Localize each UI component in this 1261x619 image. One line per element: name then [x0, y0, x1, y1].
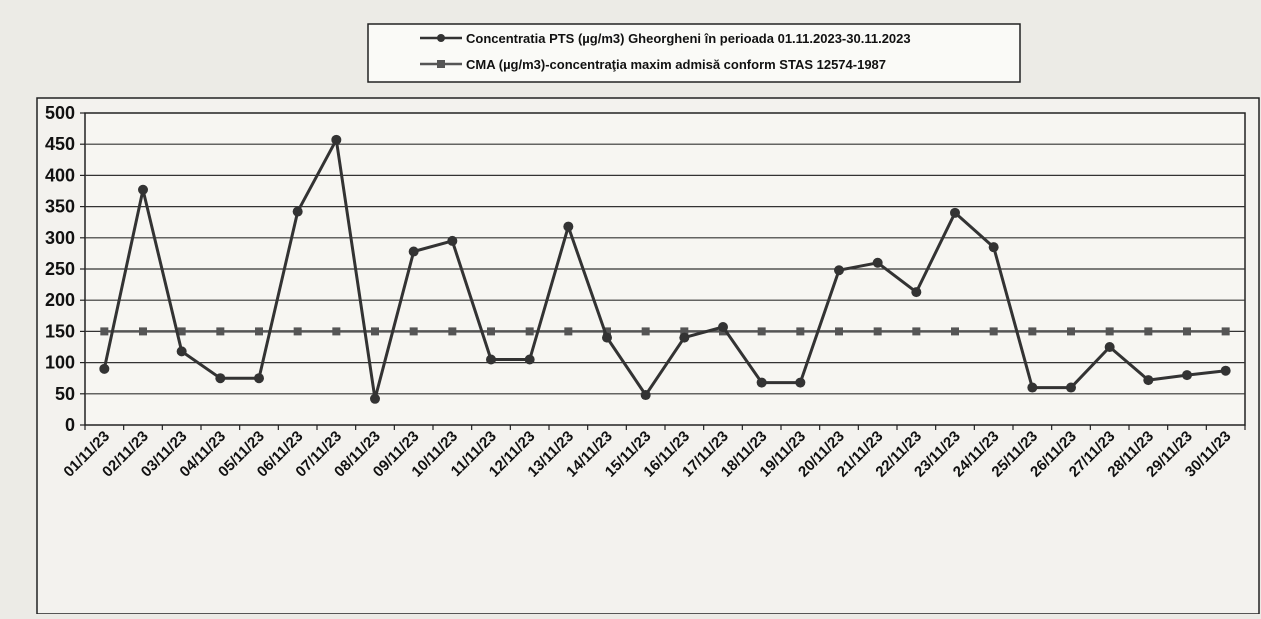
data-point-pts [872, 257, 883, 268]
y-tick-label: 500 [45, 103, 75, 123]
data-point-cma [1144, 327, 1153, 336]
data-point-cma [1028, 327, 1037, 336]
data-point-cma [757, 327, 766, 336]
data-point-cma [873, 327, 882, 336]
legend: Concentratia PTS (µg/m3) Gheorgheni în p… [367, 23, 1021, 83]
data-point-cma [641, 327, 650, 336]
y-tick-label: 300 [45, 228, 75, 248]
data-point-pts [215, 373, 226, 384]
data-point-pts [718, 322, 728, 333]
data-point-cma [951, 327, 959, 336]
data-point-pts [795, 377, 806, 388]
data-point-cma [448, 327, 457, 336]
legend-marker-pts [437, 34, 445, 42]
y-tick-label: 350 [45, 197, 75, 217]
series-line-pts [102, 138, 1226, 401]
y-tick-label: 50 [55, 384, 75, 404]
series-pts [99, 134, 1231, 404]
data-point-pts [486, 354, 496, 365]
data-point-cma [332, 327, 341, 336]
y-tick-label: 250 [45, 259, 75, 279]
data-point-cma [216, 327, 225, 336]
data-point-cma [525, 327, 534, 336]
data-point-pts [1104, 342, 1115, 352]
data-point-pts [563, 221, 574, 232]
data-point-pts [447, 235, 458, 246]
data-point-pts [756, 377, 767, 388]
data-point-pts [1220, 365, 1231, 376]
data-point-cma [603, 327, 611, 336]
data-point-pts [1182, 370, 1192, 381]
data-point-pts [602, 332, 612, 343]
y-tick-label: 400 [45, 165, 75, 185]
data-point-pts [1143, 375, 1154, 386]
data-point-pts [331, 134, 342, 145]
data-point-pts [988, 242, 999, 253]
y-tick-label: 200 [45, 290, 75, 310]
data-point-cma [1105, 327, 1114, 336]
data-point-pts [679, 332, 690, 343]
legend-label-pts: Concentratia PTS (µg/m3) Gheorgheni în p… [466, 31, 911, 46]
legend-label-cma: CMA (µg/m3)-concentraţia maxim admisă co… [466, 57, 886, 72]
data-point-pts [138, 184, 148, 195]
y-tick-label: 450 [45, 134, 75, 154]
y-tick-label: 100 [45, 353, 75, 373]
data-point-pts [834, 265, 844, 276]
legend-box [367, 23, 1021, 83]
data-point-pts [292, 206, 303, 217]
data-point-pts [408, 246, 419, 257]
data-point-pts [176, 346, 187, 357]
legend-entry-pts: Concentratia PTS (µg/m3) Gheorgheni în p… [420, 31, 911, 46]
data-point-cma [293, 327, 302, 336]
data-point-cma [564, 327, 573, 336]
data-point-cma [680, 327, 689, 336]
data-point-cma [835, 327, 843, 336]
data-point-pts [950, 207, 960, 218]
y-tick-label: 150 [45, 321, 75, 341]
data-point-cma [177, 327, 186, 336]
data-point-cma [1183, 327, 1191, 336]
legend-entry-cma: CMA (µg/m3)-concentraţia maxim admisă co… [420, 57, 886, 72]
data-point-pts [911, 287, 922, 298]
data-point-cma [409, 327, 418, 336]
data-point-pts [254, 373, 264, 384]
data-point-pts [524, 354, 535, 365]
data-point-cma [912, 327, 921, 336]
data-point-pts [640, 390, 651, 401]
data-point-pts [1066, 382, 1076, 393]
series-cma [100, 327, 1230, 336]
data-point-cma [989, 327, 998, 336]
data-point-cma [100, 327, 109, 336]
data-point-pts [370, 393, 380, 404]
legend-marker-cma [437, 60, 445, 68]
data-point-cma [1221, 327, 1230, 336]
data-point-pts [99, 363, 110, 374]
y-axis-ticks: 0 50 100 150 200 250 300 350 400 450 500 [45, 103, 85, 435]
y-tick-label: 0 [65, 415, 75, 435]
data-point-pts [1027, 382, 1038, 393]
data-point-cma [255, 327, 263, 336]
data-point-cma [371, 327, 379, 336]
series-group [99, 134, 1231, 404]
data-point-cma [1067, 327, 1075, 336]
data-point-cma [487, 327, 495, 336]
data-point-cma [796, 327, 805, 336]
data-point-cma [139, 327, 147, 336]
